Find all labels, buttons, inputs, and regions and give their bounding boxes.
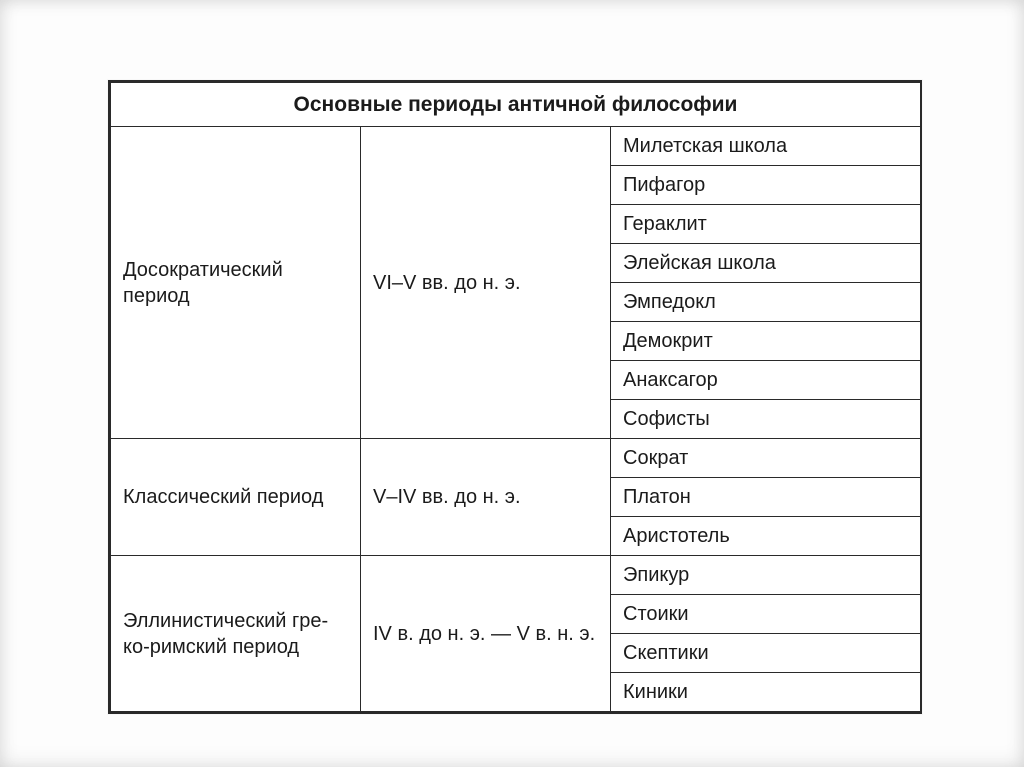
- philosophy-periods-table: Основные периоды античной философии Досо…: [110, 82, 921, 712]
- school-cell: Стоики: [611, 595, 921, 634]
- school-cell: Гераклит: [611, 205, 921, 244]
- table-title: Основные периоды античной философии: [111, 83, 921, 127]
- period-cell: Классический период: [111, 439, 361, 556]
- dates-cell: V–IV вв. до н. э.: [361, 439, 611, 556]
- period-cell: Досократический период: [111, 127, 361, 439]
- school-cell: Пифагор: [611, 166, 921, 205]
- page: Основные периоды античной философии Досо…: [0, 0, 1024, 767]
- school-cell: Сократ: [611, 439, 921, 478]
- period-cell: Эллинистический гре-ко-римский период: [111, 556, 361, 712]
- table-row: Эллинистический гре-ко-римский период IV…: [111, 556, 921, 595]
- school-cell: Эмпедокл: [611, 283, 921, 322]
- school-cell: Демокрит: [611, 322, 921, 361]
- table-row: Классический период V–IV вв. до н. э. Со…: [111, 439, 921, 478]
- school-cell: Софисты: [611, 400, 921, 439]
- school-cell: Милетская школа: [611, 127, 921, 166]
- school-cell: Платон: [611, 478, 921, 517]
- table-title-row: Основные периоды античной философии: [111, 83, 921, 127]
- school-cell: Скептики: [611, 634, 921, 673]
- table-container: Основные периоды античной философии Досо…: [108, 80, 922, 714]
- school-cell: Анаксагор: [611, 361, 921, 400]
- school-cell: Киники: [611, 673, 921, 712]
- table-row: Досократический период VI–V вв. до н. э.…: [111, 127, 921, 166]
- dates-cell: IV в. до н. э. — V в. н. э.: [361, 556, 611, 712]
- school-cell: Аристотель: [611, 517, 921, 556]
- dates-cell: VI–V вв. до н. э.: [361, 127, 611, 439]
- school-cell: Эпикур: [611, 556, 921, 595]
- school-cell: Элейская школа: [611, 244, 921, 283]
